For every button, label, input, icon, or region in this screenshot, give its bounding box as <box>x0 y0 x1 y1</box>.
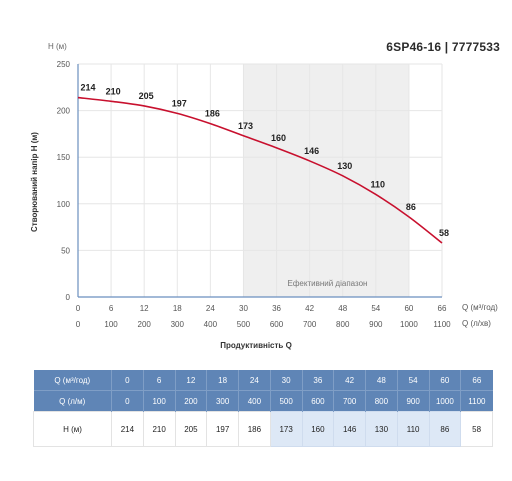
data-label: 58 <box>439 228 449 238</box>
table-cell-q-m3h: 12 <box>174 370 207 391</box>
table-cell-q-lmin: 800 <box>365 390 398 412</box>
table-cell-q-lmin: 700 <box>333 390 366 412</box>
table-row-label: Q (м³/год) <box>33 370 112 391</box>
y-tick-label: 250 <box>57 60 71 69</box>
table-row-label: H (м) <box>33 411 112 447</box>
y-tick-label: 150 <box>57 153 71 162</box>
table-cell-q-lmin: 1100 <box>460 390 493 412</box>
table-cell-q-m3h: 36 <box>301 370 334 391</box>
table-cell-head: 173 <box>269 411 303 447</box>
table-cell-head: 86 <box>428 411 462 447</box>
y-axis-unit: H (м) <box>48 42 67 51</box>
x-tick-label-lmin: 900 <box>369 320 383 329</box>
y-tick-label: 0 <box>66 293 71 302</box>
x-tick-label-m3h: 0 <box>76 304 81 313</box>
y-tick-label: 100 <box>57 200 71 209</box>
pump-curve-chart: 0501001502002500061001220018300244003050… <box>57 60 452 329</box>
x-tick-label-m3h: 18 <box>173 304 182 313</box>
head-curve-line <box>77 96 443 244</box>
x-tick-label-lmin: 400 <box>204 320 218 329</box>
table-row-head: H (м) 214 210 205 197 186 173 160 146 130 110 86 58 <box>33 411 493 447</box>
x-axis-label: Продуктивність Q <box>220 341 292 350</box>
model-title: 6SP46-16 | 7777533 <box>386 40 500 54</box>
table-cell-q-m3h: 6 <box>142 370 175 391</box>
table-row-q-lmin: Q (л/м) 0 100 200 300 400 500 600 700 800 900 1000… <box>33 390 493 412</box>
table-cell-q-lmin: 400 <box>238 390 271 412</box>
table-cell-head: 146 <box>333 411 366 447</box>
table-cell-head: 197 <box>206 411 239 447</box>
table-cell-head: 210 <box>142 411 176 447</box>
table-cell-q-m3h: 24 <box>238 370 271 391</box>
x-tick-label-lmin: 800 <box>336 320 350 329</box>
table-cell-q-lmin: 900 <box>396 390 429 412</box>
data-label: 110 <box>371 179 386 189</box>
table-cell-q-lmin: 500 <box>269 390 302 412</box>
performance-table: Q (м³/год) 0 6 12 18 24 30 36 42 48 54 60 66 Q (л/м… <box>33 370 493 447</box>
x-axis-unit-lmin: Q (л/хв) <box>462 319 491 328</box>
table-cell-q-m3h: 60 <box>428 370 461 391</box>
x-tick-label-m3h: 24 <box>206 304 215 313</box>
table-cell-q-m3h: 66 <box>460 370 493 391</box>
data-label: 186 <box>205 109 220 119</box>
table-row-label: Q (л/м) <box>33 390 112 412</box>
efficient-range-label: Ефективний діапазон <box>287 279 368 288</box>
y-axis-label: Створюваний напір H (м) <box>30 132 39 232</box>
data-label: 197 <box>172 98 187 108</box>
table-cell-q-lmin: 300 <box>206 390 239 412</box>
table-cell-q-lmin: 200 <box>174 390 207 412</box>
x-tick-label-lmin: 0 <box>76 320 81 329</box>
data-label: 173 <box>238 121 253 131</box>
table-cell-head: 130 <box>365 411 398 447</box>
table-cell-head: 160 <box>301 411 335 447</box>
table-cell-q-lmin: 0 <box>111 390 144 412</box>
x-tick-label-lmin: 700 <box>303 320 317 329</box>
x-tick-label-lmin: 500 <box>237 320 251 329</box>
x-tick-label-m3h: 42 <box>305 304 314 313</box>
x-tick-label-m3h: 66 <box>438 304 447 313</box>
x-tick-label-lmin: 1000 <box>400 320 418 329</box>
table-cell-q-m3h: 48 <box>365 370 398 391</box>
table-cell-head: 205 <box>174 411 208 447</box>
x-tick-label-m3h: 36 <box>272 304 281 313</box>
data-label: 146 <box>304 146 319 156</box>
x-tick-label-m3h: 30 <box>239 304 248 313</box>
x-tick-label-m3h: 48 <box>338 304 347 313</box>
y-tick-label: 200 <box>57 107 71 116</box>
x-tick-label-lmin: 100 <box>104 320 118 329</box>
table-cell-q-lmin: 600 <box>301 390 334 412</box>
x-tick-label-m3h: 12 <box>140 304 149 313</box>
x-tick-label-lmin: 1100 <box>433 320 451 329</box>
x-axis-unit-m3h: Q (м³/год) <box>462 303 498 312</box>
table-cell-q-m3h: 0 <box>111 370 144 391</box>
table-row-q-m3h: Q (м³/год) 0 6 12 18 24 30 36 42 48 54 60 66 <box>33 370 493 391</box>
table-cell-q-lmin: 1000 <box>428 390 461 412</box>
x-tick-label-m3h: 60 <box>404 304 413 313</box>
efficient-range-band <box>243 64 409 297</box>
data-label: 205 <box>139 91 154 101</box>
table-cell-head: 58 <box>460 411 493 447</box>
table-cell-q-m3h: 54 <box>396 370 429 391</box>
table-cell-q-lmin: 100 <box>142 390 175 412</box>
data-label: 86 <box>406 202 416 212</box>
table-cell-head: 110 <box>396 411 430 447</box>
data-label: 214 <box>80 83 95 93</box>
table-cell-head: 214 <box>111 411 144 447</box>
data-label: 130 <box>337 161 352 171</box>
table-cell-q-m3h: 42 <box>333 370 366 391</box>
data-label: 160 <box>271 133 286 143</box>
x-tick-label-m3h: 54 <box>371 304 380 313</box>
x-tick-label-m3h: 6 <box>109 304 114 313</box>
table-cell-head: 186 <box>238 411 271 447</box>
x-tick-label-lmin: 300 <box>171 320 185 329</box>
x-tick-label-lmin: 600 <box>270 320 284 329</box>
table-cell-q-m3h: 30 <box>269 370 302 391</box>
x-tick-label-lmin: 200 <box>138 320 152 329</box>
data-label: 210 <box>106 86 121 96</box>
y-tick-label: 50 <box>61 246 70 255</box>
table-cell-q-m3h: 18 <box>206 370 239 391</box>
